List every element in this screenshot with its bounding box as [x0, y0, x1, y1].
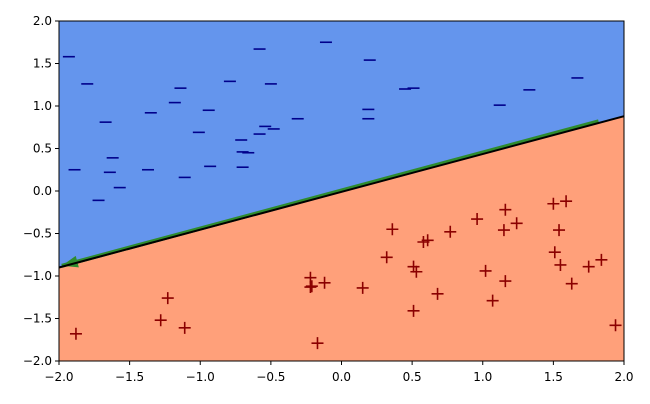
point: [471, 213, 484, 226]
point: [410, 265, 423, 278]
point: [486, 294, 499, 307]
point: [582, 260, 595, 273]
point: [554, 258, 567, 271]
point: [407, 304, 420, 317]
y-tick-label: 0.0: [33, 184, 52, 198]
region-below: [59, 116, 624, 361]
point: [497, 224, 510, 237]
arrow-head: [61, 255, 79, 268]
point: [547, 197, 560, 210]
point: [178, 321, 191, 334]
point: [161, 292, 174, 305]
point: [431, 287, 444, 300]
point: [565, 277, 578, 290]
boundary-line: [61, 119, 600, 268]
point: [356, 281, 369, 294]
point: [595, 253, 608, 266]
y-tick-label: −1.5: [23, 312, 52, 326]
point: [479, 264, 492, 277]
point: [304, 281, 317, 294]
x-tick-label: −1.5: [115, 370, 144, 384]
point: [499, 275, 512, 288]
region-above: [59, 21, 624, 268]
y-tick-label: 1.5: [33, 57, 52, 71]
y-tick-label: −2.0: [23, 354, 52, 368]
x-tick-label: −1.0: [186, 370, 215, 384]
y-tick-label: 2.0: [33, 14, 52, 28]
point: [510, 217, 523, 230]
point: [69, 327, 82, 340]
boundary-line: [58, 115, 625, 269]
point: [311, 337, 324, 350]
point: [548, 246, 561, 259]
y-tick-label: 1.0: [33, 99, 52, 113]
x-tick-label: 0.0: [332, 370, 351, 384]
point: [444, 225, 457, 238]
point: [386, 223, 399, 236]
point: [421, 234, 434, 247]
point: [380, 251, 393, 264]
point: [154, 314, 167, 327]
point: [318, 276, 331, 289]
x-tick-label: 1.5: [544, 370, 563, 384]
y-tick-label: −0.5: [23, 227, 52, 241]
point: [407, 260, 420, 273]
x-tick-label: −2.0: [44, 370, 73, 384]
point: [553, 224, 566, 237]
point: [560, 195, 573, 208]
point: [499, 203, 512, 216]
point: [305, 280, 318, 293]
x-tick-label: −0.5: [256, 370, 285, 384]
x-tick-label: 0.5: [403, 370, 422, 384]
y-tick-label: −1.0: [23, 269, 52, 283]
y-tick-label: 0.5: [33, 142, 52, 156]
x-tick-label: 1.0: [473, 370, 492, 384]
x-tick-label: 2.0: [614, 370, 633, 384]
point: [609, 319, 622, 332]
